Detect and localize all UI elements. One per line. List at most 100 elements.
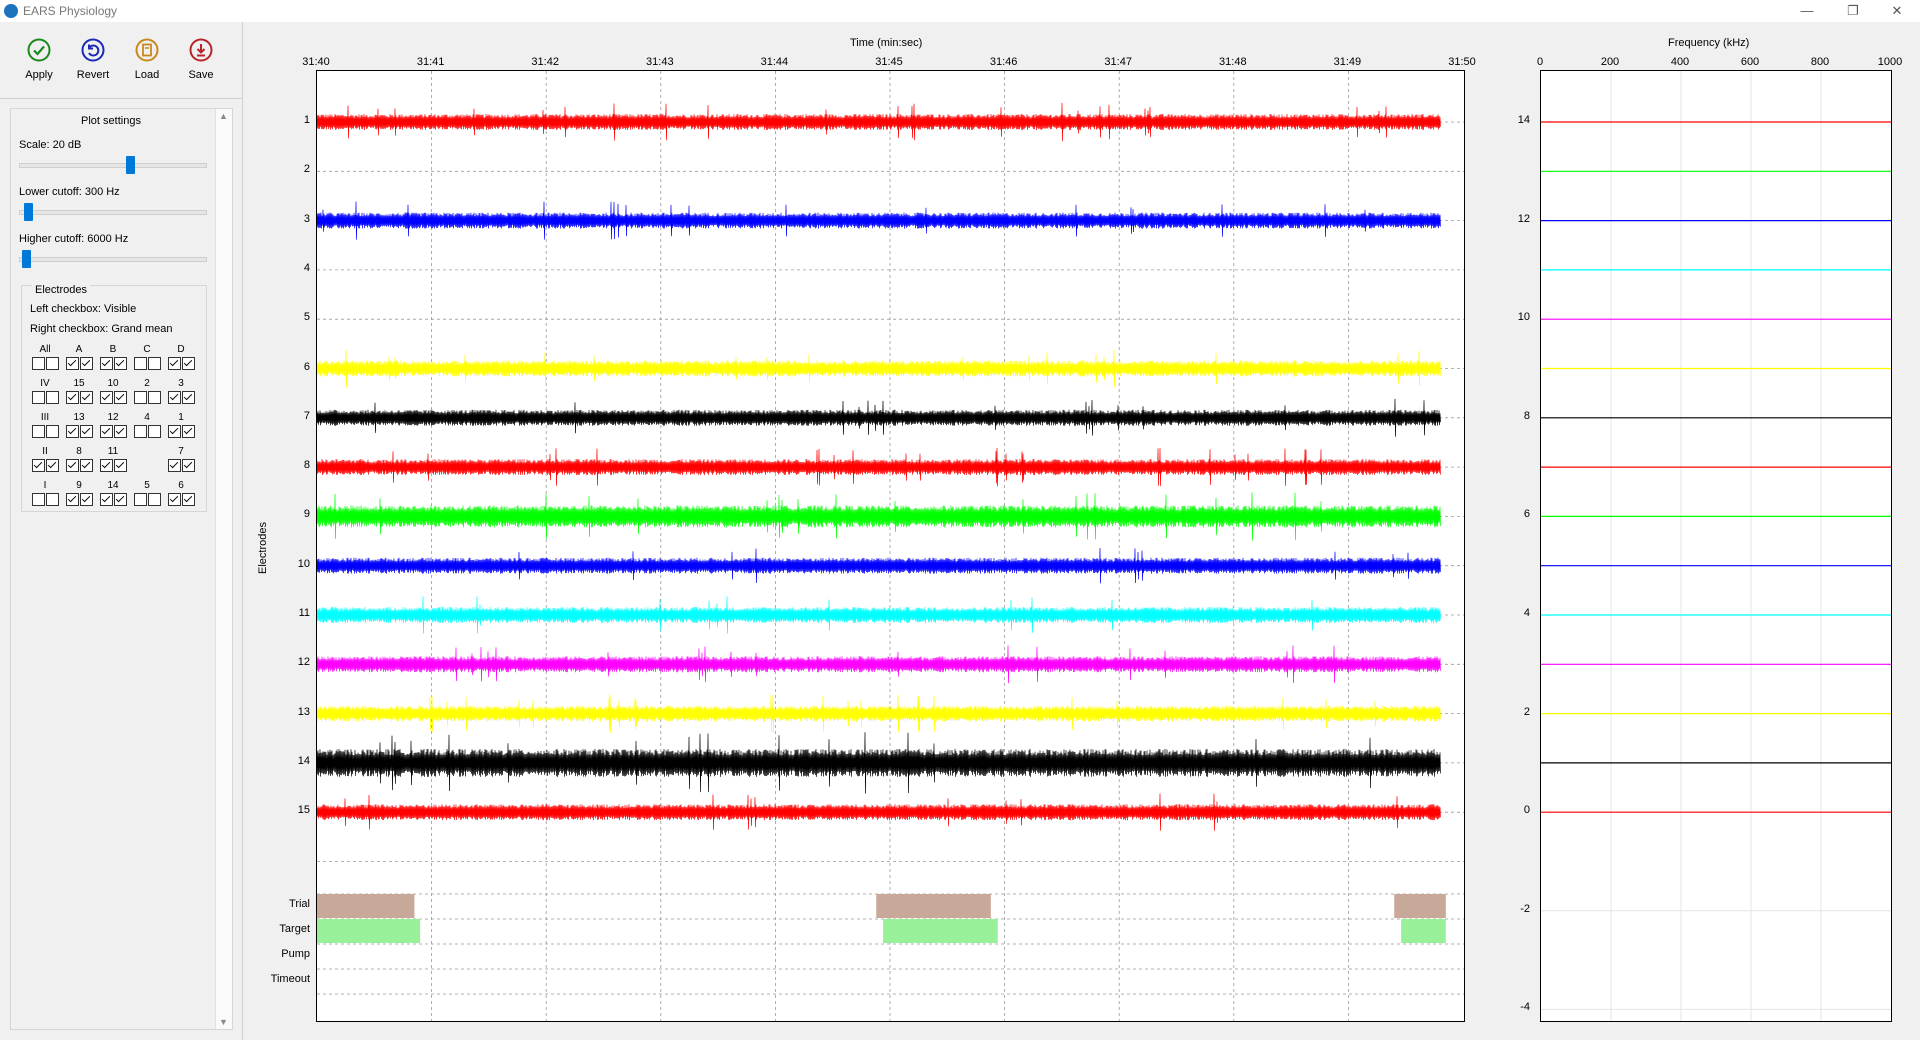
revert-button[interactable]: Revert xyxy=(68,34,118,81)
electrode-left-checkbox-11[interactable] xyxy=(100,459,113,472)
plot-settings-panel: Plot settings ▲ ▼ Scale: 20 dB Lower cut… xyxy=(10,108,233,1030)
electrode-left-checkbox-12[interactable] xyxy=(100,425,113,438)
electrode-left-checkbox-B[interactable] xyxy=(100,357,113,370)
lower-cutoff-slider-thumb[interactable] xyxy=(23,203,33,221)
event-row-label: Trial xyxy=(289,898,310,910)
electrode-right-checkbox-1[interactable] xyxy=(182,425,195,438)
close-button[interactable]: ✕ xyxy=(1891,3,1903,18)
electrode-right-checkbox-All[interactable] xyxy=(46,357,59,370)
frequency-y-tick-label: 2 xyxy=(1523,705,1530,718)
electrode-left-checkbox-6[interactable] xyxy=(168,493,181,506)
time-tick-label: 31:46 xyxy=(989,56,1018,68)
electrode-right-checkbox-5[interactable] xyxy=(148,493,161,506)
electrode-right-checkbox-12[interactable] xyxy=(114,425,127,438)
time-tick-label: 31:43 xyxy=(646,56,674,68)
electrode-right-checkbox-9[interactable] xyxy=(80,493,93,506)
toolbar-divider xyxy=(0,98,242,99)
electrode-left-checkbox-5[interactable] xyxy=(134,493,147,506)
electrode-right-checkbox-13[interactable] xyxy=(80,425,93,438)
time-tick-label: 31:41 xyxy=(416,56,445,68)
electrode-left-checkbox-4[interactable] xyxy=(134,425,147,438)
electrode-left-checkbox-1[interactable] xyxy=(168,425,181,438)
electrode-trace-14 xyxy=(316,732,1441,794)
plot-settings-title: Plot settings xyxy=(81,115,141,127)
electrode-right-checkbox-3[interactable] xyxy=(182,391,195,404)
electrode-left-checkbox-3[interactable] xyxy=(168,391,181,404)
electrode-right-checkbox-D[interactable] xyxy=(182,357,195,370)
frequency-tick-label: 800 xyxy=(1810,56,1830,68)
electrode-left-checkbox-7[interactable] xyxy=(168,459,181,472)
save-circle-icon xyxy=(189,38,213,62)
electrode-right-checkbox-14[interactable] xyxy=(114,493,127,506)
time-tick-label: 31:44 xyxy=(760,56,789,68)
scroll-up-icon[interactable]: ▲ xyxy=(219,111,228,121)
save-label: Save xyxy=(188,69,214,81)
higher-cutoff-label: Higher cutoff: 6000 Hz xyxy=(19,233,129,245)
frequency-tick-label: 200 xyxy=(1600,56,1620,68)
electrode-left-checkbox-14[interactable] xyxy=(100,493,113,506)
scale-slider[interactable] xyxy=(19,156,207,174)
time-plot[interactable] xyxy=(316,70,1465,1022)
panel-scrollbar[interactable]: ▲ ▼ xyxy=(215,109,232,1029)
electrode-right-checkbox-4[interactable] xyxy=(148,425,161,438)
frequency-y-tick-label: 6 xyxy=(1523,508,1530,521)
time-tick-label: 31:47 xyxy=(1104,56,1132,68)
electrode-left-checkbox-I[interactable] xyxy=(32,493,45,506)
electrode-left-checkbox-A[interactable] xyxy=(66,357,79,370)
electrode-left-checkbox-III[interactable] xyxy=(32,425,45,438)
time-tick-label: 31:50 xyxy=(1448,56,1476,68)
scale-label: Scale: 20 dB xyxy=(19,139,82,151)
electrode-tick-label: 4 xyxy=(303,261,310,274)
apply-button[interactable]: Apply xyxy=(14,34,64,81)
electrode-left-checkbox-IV[interactable] xyxy=(32,391,45,404)
electrode-right-checkbox-7[interactable] xyxy=(182,459,195,472)
scroll-down-icon[interactable]: ▼ xyxy=(219,1017,228,1027)
frequency-y-tick-label: 0 xyxy=(1523,804,1530,817)
minimize-button[interactable]: — xyxy=(1800,3,1814,18)
electrode-right-checkbox-6[interactable] xyxy=(182,493,195,506)
electrode-right-checkbox-15[interactable] xyxy=(80,391,93,404)
electrode-label-III: III xyxy=(40,412,50,423)
electrode-right-checkbox-I[interactable] xyxy=(46,493,59,506)
electrode-right-checkbox-B[interactable] xyxy=(114,357,127,370)
electrode-right-checkbox-II[interactable] xyxy=(46,459,59,472)
electrode-right-checkbox-IV[interactable] xyxy=(46,391,59,404)
frequency-y-tick-label: 12 xyxy=(1517,212,1530,225)
event-bar-target xyxy=(883,919,998,943)
electrode-right-checkbox-III[interactable] xyxy=(46,425,59,438)
electrode-label-A: A xyxy=(75,344,83,355)
higher-cutoff-slider-thumb[interactable] xyxy=(21,250,31,268)
electrode-left-checkbox-8[interactable] xyxy=(66,459,79,472)
frequency-plot-svg xyxy=(1541,71,1891,1021)
lower-cutoff-slider[interactable] xyxy=(19,203,207,221)
electrode-right-checkbox-2[interactable] xyxy=(148,391,161,404)
scale-slider-thumb[interactable] xyxy=(126,156,136,174)
electrode-tick-label: 10 xyxy=(297,557,310,570)
electrode-left-checkbox-10[interactable] xyxy=(100,391,113,404)
electrode-left-checkbox-13[interactable] xyxy=(66,425,79,438)
frequency-y-tick-label: 4 xyxy=(1523,607,1530,619)
electrode-trace-3 xyxy=(316,201,1441,240)
electrode-right-checkbox-A[interactable] xyxy=(80,357,93,370)
electrode-left-checkbox-II[interactable] xyxy=(32,459,45,472)
save-button[interactable]: Save xyxy=(176,34,226,81)
time-axis-title: Time (min:sec) xyxy=(850,37,923,49)
electrode-left-checkbox-9[interactable] xyxy=(66,493,79,506)
higher-cutoff-slider[interactable] xyxy=(19,250,207,268)
electrode-tick-label: 13 xyxy=(297,705,310,718)
electrode-right-checkbox-10[interactable] xyxy=(114,391,127,404)
electrode-left-checkbox-C[interactable] xyxy=(134,357,147,370)
frequency-plot[interactable] xyxy=(1540,70,1892,1022)
load-button[interactable]: Load xyxy=(122,34,172,81)
electrode-left-checkbox-15[interactable] xyxy=(66,391,79,404)
electrode-right-checkbox-11[interactable] xyxy=(114,459,127,472)
electrode-left-checkbox-All[interactable] xyxy=(32,357,45,370)
electrode-trace-11 xyxy=(316,596,1441,634)
event-bar-trial xyxy=(1394,894,1446,918)
electrode-right-checkbox-8[interactable] xyxy=(80,459,93,472)
electrode-left-checkbox-2[interactable] xyxy=(134,391,147,404)
electrode-tick-label: 11 xyxy=(298,607,310,619)
restore-button[interactable]: ❐ xyxy=(1847,3,1859,18)
electrode-left-checkbox-D[interactable] xyxy=(168,357,181,370)
electrode-right-checkbox-C[interactable] xyxy=(148,357,161,370)
